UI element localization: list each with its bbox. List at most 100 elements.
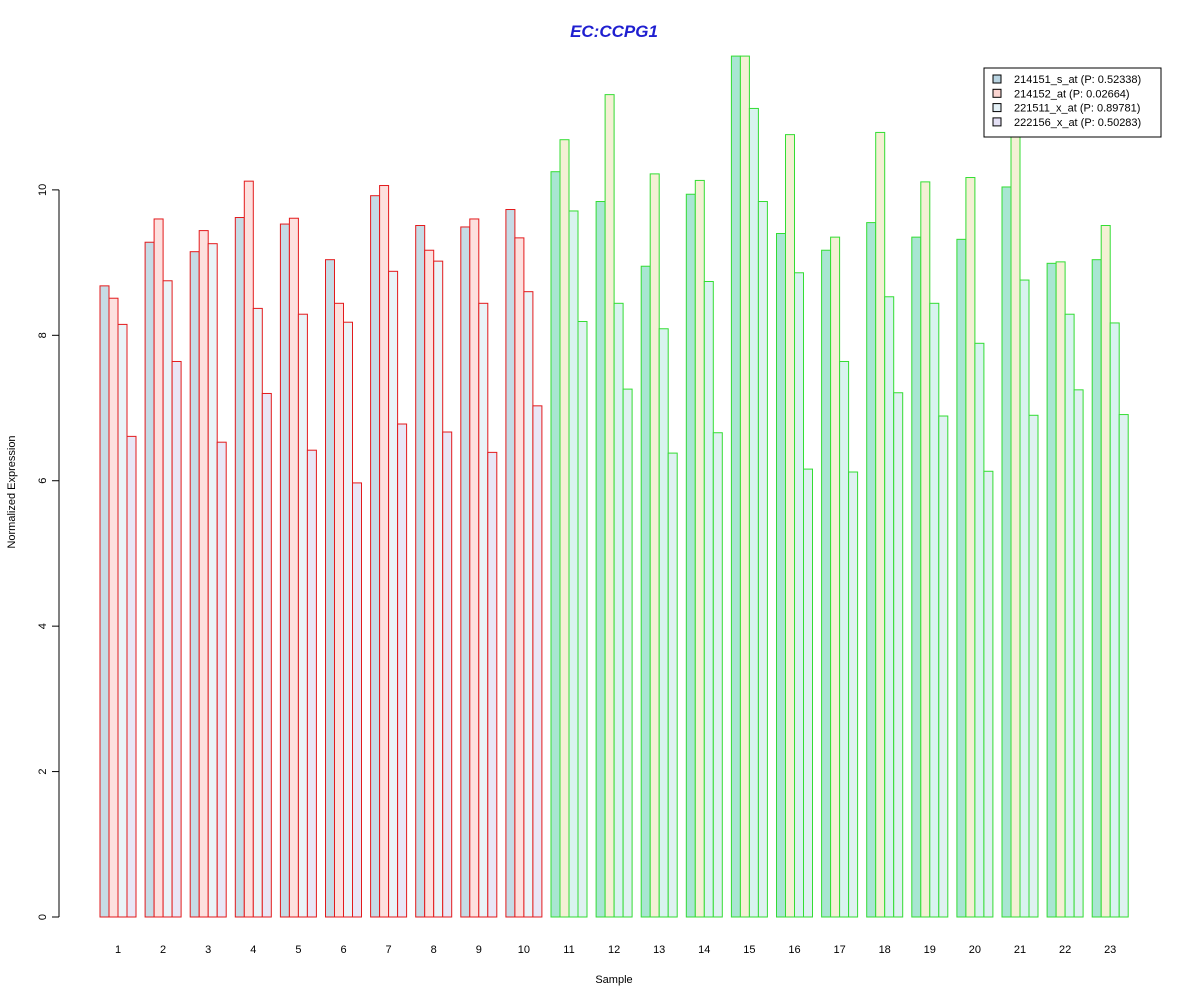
- axes: 0 2 4 6 8 10: [37, 184, 60, 920]
- x-tick-label: 14: [698, 944, 710, 956]
- bar: [884, 296, 895, 918]
- legend-entry: 214151_s_at (P: 0.52338): [1014, 74, 1141, 86]
- bar: [144, 241, 155, 918]
- bar: [658, 328, 669, 918]
- x-tick-label: 19: [924, 944, 936, 956]
- bar: [343, 321, 353, 918]
- bar: [442, 431, 453, 918]
- bar: [117, 323, 128, 918]
- x-tick-label: 8: [431, 944, 437, 956]
- bar: [730, 55, 741, 918]
- bar: [568, 210, 579, 918]
- bar: [1028, 414, 1039, 918]
- bar: [297, 313, 308, 918]
- bar: [505, 209, 516, 918]
- bar: [243, 180, 254, 918]
- x-tick-label: 7: [386, 944, 392, 956]
- bar: [532, 405, 543, 918]
- bar: [929, 302, 940, 918]
- bar: [712, 432, 723, 918]
- bar: [703, 280, 714, 918]
- x-tick-label: 5: [295, 944, 301, 956]
- x-tick-label: 17: [833, 944, 845, 956]
- x-tick-label: 21: [1014, 944, 1026, 956]
- bar: [803, 468, 813, 918]
- bar: [875, 131, 886, 918]
- bar: [613, 302, 624, 918]
- bar: [252, 307, 263, 918]
- bar: [216, 441, 227, 918]
- bar: [397, 423, 408, 918]
- bar: [848, 471, 859, 918]
- bar: [920, 181, 931, 918]
- bar: [306, 449, 317, 918]
- bar: [261, 392, 272, 918]
- bar: [794, 272, 804, 918]
- legend-swatch: [992, 103, 1002, 113]
- bar: [153, 218, 164, 918]
- bar: [983, 470, 994, 918]
- bar: [748, 107, 759, 918]
- bar: [667, 452, 678, 918]
- legend-entry: 214152_at (P: 0.02664): [1014, 88, 1130, 100]
- legend-swatch: [992, 88, 1002, 98]
- bar: [776, 233, 786, 918]
- bar: [234, 217, 245, 918]
- bar: [1055, 261, 1066, 918]
- y-tick-label: 8: [37, 332, 49, 338]
- bar: [577, 320, 588, 918]
- bar: [1073, 389, 1084, 918]
- bar: [559, 139, 570, 918]
- legend-swatch: [992, 117, 1002, 127]
- y-tick-label: 6: [37, 478, 49, 484]
- bar: [640, 265, 651, 918]
- bar: [415, 225, 426, 918]
- x-tick-label: 16: [788, 944, 800, 956]
- bar: [288, 217, 299, 918]
- y-axis-label: Normalized Expression: [6, 435, 18, 548]
- bar: [1019, 279, 1030, 918]
- bar: [162, 280, 173, 918]
- bar: [938, 415, 949, 918]
- x-tick-label: 4: [250, 944, 256, 956]
- x-axis-label: Sample: [595, 974, 632, 986]
- y-tick-label: 2: [37, 769, 49, 775]
- legend: 214151_s_at (P: 0.52338) 214152_at (P: 0.…: [983, 67, 1162, 138]
- bar: [694, 179, 705, 918]
- bar: [388, 270, 399, 918]
- bar: [649, 173, 660, 918]
- bar: [352, 482, 362, 918]
- bar: [595, 201, 606, 918]
- bar: [207, 243, 218, 918]
- y-tick-label: 10: [37, 184, 49, 196]
- chart-title: EC:CCPG1: [570, 22, 658, 41]
- bar: [604, 94, 615, 918]
- bar: [514, 237, 525, 918]
- bar: [171, 360, 182, 918]
- bar: [1100, 225, 1111, 918]
- x-tick-label: 10: [518, 944, 530, 956]
- x-tick-label: 2: [160, 944, 166, 956]
- bar: [622, 388, 633, 918]
- bar: [550, 171, 561, 918]
- y-tick-label: 0: [37, 914, 49, 920]
- x-tick-label: 23: [1104, 944, 1116, 956]
- x-tick-label: 11: [563, 944, 574, 956]
- bar: [893, 392, 904, 918]
- bar: [370, 195, 381, 918]
- bar: [487, 451, 498, 918]
- x-tick-label: 3: [205, 944, 211, 956]
- bar: [821, 249, 832, 918]
- bar: [757, 201, 768, 918]
- bar: [379, 185, 390, 918]
- bar: [911, 236, 922, 918]
- bar: [126, 435, 137, 918]
- bar: [1046, 262, 1057, 918]
- bar: [1118, 414, 1129, 918]
- bars-group: 1 2 3 4 5 6 7 8 9 10 11 12 13 14 15 16 17 18 19 20 21 22 23: [99, 55, 1129, 956]
- x-tick-label: 1: [115, 944, 121, 956]
- legend-entry: 222156_x_at (P: 0.50283): [1014, 117, 1141, 129]
- legend-entry: 221511_x_at (P: 0.89781): [1014, 103, 1140, 115]
